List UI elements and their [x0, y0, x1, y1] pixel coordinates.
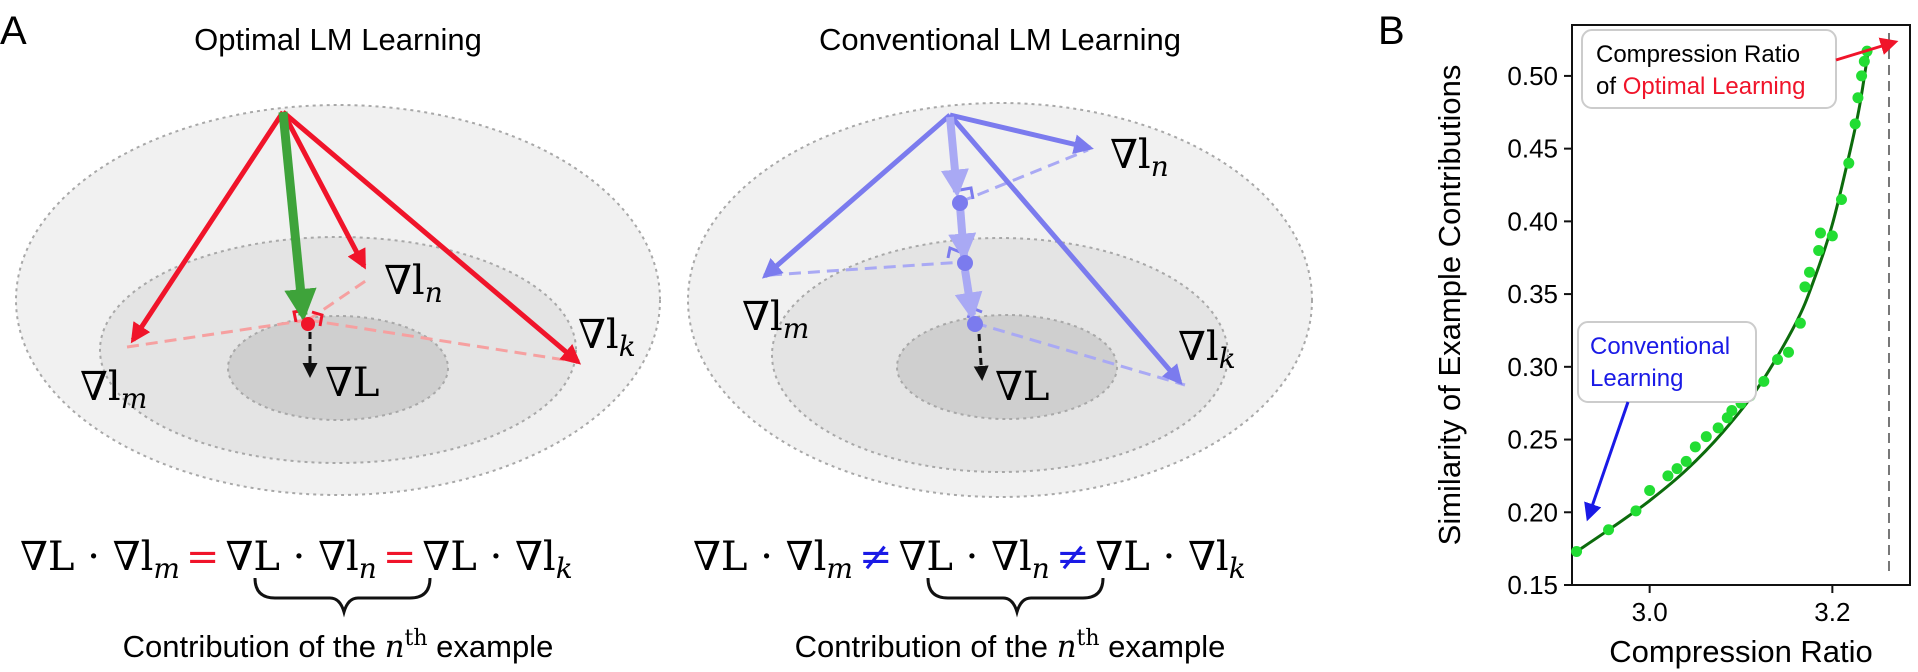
y-tick-label: 0.30: [1507, 352, 1558, 382]
conventional-title: Conventional LM Learning: [819, 22, 1181, 57]
data-point: [1671, 463, 1683, 475]
label-grad-ln: ∇ln: [384, 258, 443, 309]
y-tick-label: 0.40: [1507, 206, 1558, 236]
gradient-arrow-m: [761, 113, 952, 279]
data-point: [1826, 230, 1838, 242]
optimal-annotation: Compression Ratio of Optimal Learning: [1581, 29, 1899, 109]
step-point: [957, 255, 973, 271]
panel-a-letter: A: [0, 9, 27, 53]
y-tick-label: 0.20: [1507, 497, 1558, 527]
data-point: [1849, 118, 1861, 130]
update-step-arrow: [940, 116, 969, 198]
x-tick-label: 3.2: [1814, 597, 1850, 627]
annotation-text-line2: of Optimal Learning: [1596, 73, 1805, 100]
data-point: [1835, 194, 1847, 206]
optimal-diagram: Optimal LM Learning ∇lm ∇ln ∇lk ∇L: [15, 22, 661, 496]
inner-loss-contour: [227, 315, 449, 421]
gradient-arrow-n: [280, 110, 367, 270]
data-point: [1858, 55, 1870, 67]
label-grad-lk: ∇lk: [578, 312, 636, 363]
fit-curve: [1575, 46, 1871, 553]
label-grad-ln: ∇ln: [1110, 132, 1169, 183]
data-point: [1571, 546, 1583, 558]
conventional-underbrace: [926, 577, 1105, 618]
data-point: [1856, 70, 1868, 82]
label-grad-lm: ∇lm: [742, 294, 809, 345]
panel-b-letter: B: [1378, 9, 1405, 53]
x-axis-label: Compression Ratio: [1609, 634, 1873, 669]
data-point: [1813, 244, 1825, 256]
y-tick-label: 0.25: [1507, 425, 1558, 455]
annotation-box: [1577, 321, 1757, 403]
y-axis-label: Similarity of Example Contributions: [1432, 65, 1467, 546]
data-point: [1814, 227, 1826, 239]
optimal-title: Optimal LM Learning: [194, 22, 482, 57]
label-grad-lk: ∇lk: [1178, 324, 1236, 375]
annotation-text-line2: Learning: [1590, 365, 1683, 392]
plot-frame: [1571, 24, 1911, 586]
gradient-arrow-n: [949, 112, 1094, 155]
data-point: [1680, 455, 1692, 467]
annotation-arrow-conventional: [1584, 401, 1630, 522]
update-arrow: [278, 111, 317, 322]
y-tick-label: 0.45: [1507, 134, 1558, 164]
data-points: [1571, 45, 1873, 558]
data-point: [1700, 431, 1712, 443]
label-grad-L: ∇L: [325, 360, 380, 406]
optimum-point: [301, 317, 315, 331]
data-point: [1772, 354, 1784, 366]
conventional-eq-text: ∇L · ∇lm ≠ ∇L · ∇ln ≠ ∇L · ∇lk: [693, 534, 1246, 585]
conventional-annotation: Conventional Learning: [1577, 321, 1757, 522]
annotation-box: [1581, 29, 1837, 109]
y-tick-label: 0.35: [1507, 279, 1558, 309]
data-point: [1662, 470, 1674, 482]
projection-line-m: [126, 318, 309, 349]
optimal-equation: ∇L · ∇lm = ∇L · ∇ln = ∇L · ∇lk Contribution …: [20, 534, 573, 665]
y-tick-label: 0.15: [1507, 570, 1558, 600]
data-point: [1689, 441, 1701, 453]
data-point: [1726, 404, 1738, 416]
label-grad-lm: ∇lm: [80, 364, 147, 415]
projection-line-k: [307, 318, 579, 364]
gradient-arrow-m: [130, 110, 286, 344]
projection-line-k: [974, 321, 1186, 387]
annotation-text-line1: Compression Ratio: [1596, 41, 1800, 68]
data-point: [1603, 524, 1615, 536]
data-point: [1852, 92, 1864, 104]
data-point: [1630, 505, 1642, 517]
annotation-text-line1: Conventional: [1590, 333, 1730, 360]
projection-line-m: [769, 260, 964, 277]
data-point: [1794, 317, 1806, 329]
data-point: [1804, 266, 1816, 278]
optimal-underbrace: [253, 577, 432, 618]
update-step-arrow: [948, 205, 977, 262]
data-point: [1843, 157, 1855, 169]
conventional-caption: Contribution of the nth example: [795, 626, 1226, 665]
annotation-arrow-optimal: [1835, 37, 1899, 62]
data-point: [1783, 346, 1795, 358]
data-point: [1799, 281, 1811, 293]
update-step-arrow: [954, 269, 983, 321]
data-point: [1644, 484, 1656, 496]
conventional-diagram: Conventional LM Learning ∇ln ∇lm ∇lk ∇L: [687, 22, 1313, 498]
compression-similarity-chart: 0.150.200.250.300.350.400.450.50 3.0 3.2 …: [1432, 24, 1911, 669]
step-point: [952, 195, 968, 211]
y-tick-label: 0.50: [1507, 61, 1558, 91]
inner-loss-contour: [896, 314, 1118, 420]
loss-gradient-arrow: [973, 333, 989, 381]
x-axis-ticks: 3.0 3.2: [1632, 585, 1850, 627]
optimal-eq-text: ∇L · ∇lm = ∇L · ∇ln = ∇L · ∇lk: [20, 534, 573, 585]
x-tick-label: 3.0: [1632, 597, 1668, 627]
data-point: [1712, 422, 1724, 434]
gradient-arrow-k: [948, 113, 1183, 386]
y-axis-ticks: 0.15 0.20 0.25 0.30 0.35 0.40 0.45 0.50: [1507, 61, 1572, 600]
gradient-arrow-k: [281, 110, 582, 365]
conventional-equation: ∇L · ∇lm ≠ ∇L · ∇ln ≠ ∇L · ∇lk Contribution …: [693, 534, 1246, 665]
optimal-caption: Contribution of the nth example: [123, 626, 554, 665]
step-point: [967, 316, 983, 332]
projection-line-n: [959, 148, 1089, 204]
data-point: [1758, 375, 1770, 387]
label-grad-L: ∇L: [995, 364, 1050, 410]
